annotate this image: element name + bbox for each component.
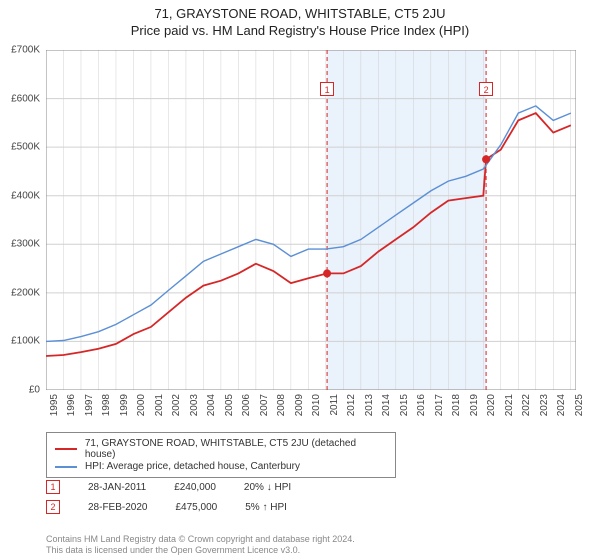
x-tick: 1998 [101,394,112,416]
x-tick: 2008 [276,394,287,416]
x-tick: 2011 [329,394,340,416]
x-tick: 2005 [224,394,235,416]
x-tick: 2007 [259,394,270,416]
sale-pct-2: 5% ↑ HPI [245,502,287,513]
legend-swatch-property [55,448,77,450]
sale-row-2: 2 28-FEB-2020 £475,000 5% ↑ HPI [46,500,576,514]
sale-marker-1: 1 [46,480,60,494]
legend-label-property: 71, GRAYSTONE ROAD, WHITSTABLE, CT5 2JU … [85,438,387,460]
x-tick: 2022 [521,394,532,416]
x-tick: 2012 [346,394,357,416]
footer-line-1: Contains HM Land Registry data © Crown c… [46,534,576,545]
y-axis: £0£100K£200K£300K£400K£500K£600K£700K [0,50,44,390]
x-tick: 2025 [574,394,585,416]
legend-swatch-hpi [55,466,77,468]
x-tick: 1996 [66,394,77,416]
x-tick: 2003 [189,394,200,416]
x-tick: 2024 [556,394,567,416]
x-axis: 1995 1996 1997 1998 1999 2000 2001 2002 2003 2004… [46,392,576,432]
x-tick: 2016 [416,394,427,416]
chart-container: 71, GRAYSTONE ROAD, WHITSTABLE, CT5 2JU … [0,0,600,560]
chart-marker-label-1: 1 [320,82,334,96]
x-tick: 2009 [294,394,305,416]
x-tick: 1999 [119,394,130,416]
x-tick: 2015 [399,394,410,416]
sale-date-1: 28-JAN-2011 [88,482,146,493]
chart-area: 12 [46,50,576,390]
x-tick: 1995 [49,394,60,416]
x-tick: 2002 [171,394,182,416]
y-tick: £0 [29,385,40,396]
x-tick: 2018 [451,394,462,416]
sale-price-2: £475,000 [175,502,217,513]
legend-row-hpi: HPI: Average price, detached house, Cant… [55,461,387,472]
chart-marker-label-2: 2 [479,82,493,96]
footer: Contains HM Land Registry data © Crown c… [46,534,576,557]
legend: 71, GRAYSTONE ROAD, WHITSTABLE, CT5 2JU … [46,432,396,478]
x-tick: 2019 [469,394,480,416]
x-tick: 1997 [84,394,95,416]
title-main: 71, GRAYSTONE ROAD, WHITSTABLE, CT5 2JU [0,6,600,21]
x-tick: 2017 [434,394,445,416]
x-tick: 2013 [364,394,375,416]
sale-marker-2: 2 [46,500,60,514]
sale-price-1: £240,000 [174,482,216,493]
x-tick: 2006 [241,394,252,416]
x-tick: 2000 [136,394,147,416]
y-tick: £100K [11,336,40,347]
sale-row-1: 1 28-JAN-2011 £240,000 20% ↓ HPI [46,480,576,494]
legend-row-property: 71, GRAYSTONE ROAD, WHITSTABLE, CT5 2JU … [55,438,387,460]
x-tick: 2021 [504,394,515,416]
y-tick: £500K [11,142,40,153]
x-tick: 2004 [206,394,217,416]
title-sub: Price paid vs. HM Land Registry's House … [0,23,600,38]
y-tick: £200K [11,287,40,298]
y-tick: £300K [11,239,40,250]
y-tick: £400K [11,190,40,201]
x-tick: 2010 [311,394,322,416]
x-tick: 2020 [486,394,497,416]
x-tick: 2023 [539,394,550,416]
footer-line-2: This data is licensed under the Open Gov… [46,545,576,556]
sale-pct-1: 20% ↓ HPI [244,482,291,493]
arrow-up-icon: ↑ [262,502,267,513]
arrow-down-icon: ↓ [267,482,272,493]
sale-date-2: 28-FEB-2020 [88,502,147,513]
chart-svg [46,50,576,390]
x-tick: 2014 [381,394,392,416]
x-tick: 2001 [154,394,165,416]
legend-label-hpi: HPI: Average price, detached house, Cant… [85,461,300,472]
y-tick: £700K [11,45,40,56]
title-block: 71, GRAYSTONE ROAD, WHITSTABLE, CT5 2JU … [0,0,600,38]
y-tick: £600K [11,93,40,104]
